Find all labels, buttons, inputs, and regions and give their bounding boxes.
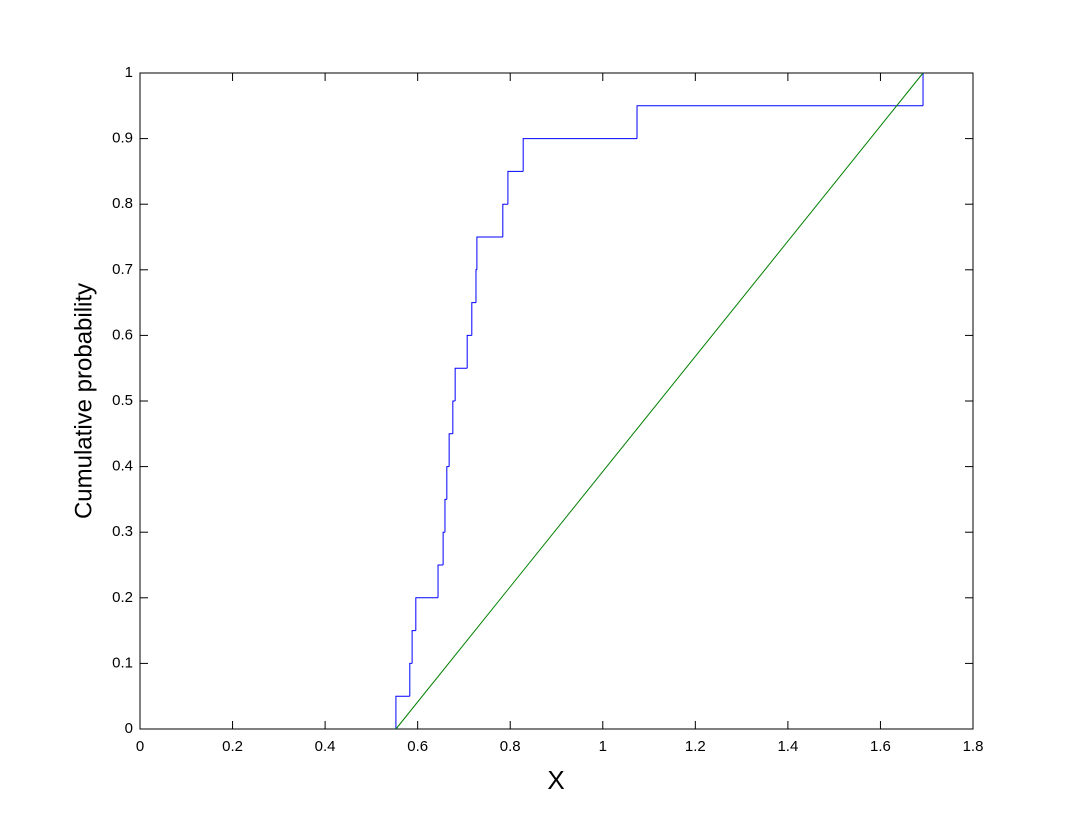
y-tick-label: 1 (125, 64, 133, 81)
plot-box (139, 72, 974, 730)
x-tick-label: 1.4 (777, 738, 798, 755)
step (454, 367, 468, 401)
x-tick-label: 0 (136, 738, 144, 755)
x-tick-label: 1.8 (963, 738, 984, 755)
x-tick-label: 0.6 (407, 738, 428, 755)
step (395, 695, 410, 729)
y-tick-label: 0.4 (112, 458, 133, 475)
line (395, 72, 924, 730)
y-tick-label: 0.8 (112, 195, 133, 212)
step (446, 466, 450, 500)
y-tick-label: 0.6 (112, 326, 133, 343)
step (415, 597, 439, 631)
step (437, 564, 444, 598)
y-tick-label: 0.5 (112, 392, 133, 409)
x-tick-label: 1.6 (870, 738, 891, 755)
step (507, 170, 524, 205)
y-tick-label: 0.9 (112, 130, 133, 147)
step (409, 662, 413, 697)
step (471, 302, 476, 336)
x-tick-label: 0.4 (315, 738, 336, 755)
step (442, 531, 445, 565)
step (448, 433, 453, 467)
step (502, 203, 508, 237)
step (452, 400, 456, 434)
y-tick-label: 0.7 (112, 261, 133, 278)
y-tick-label: 0.3 (112, 523, 133, 540)
x-tick-label: 0.2 (222, 738, 243, 755)
y-tick-label: 0 (125, 720, 133, 737)
x-tick-label: 1.2 (685, 738, 706, 755)
step (444, 498, 447, 533)
x-tick-label: 1 (599, 738, 607, 755)
step (476, 236, 503, 270)
y-tick-label: 0.2 (112, 589, 133, 606)
step (522, 138, 638, 172)
step (466, 334, 472, 369)
y-axis-label: Cumulative probability (70, 283, 97, 519)
x-tick-label: 0.8 (500, 738, 521, 755)
x-axis-label: X (547, 765, 564, 795)
step (636, 105, 924, 139)
step (411, 630, 416, 664)
y-tick-label: 0.1 (112, 654, 133, 671)
